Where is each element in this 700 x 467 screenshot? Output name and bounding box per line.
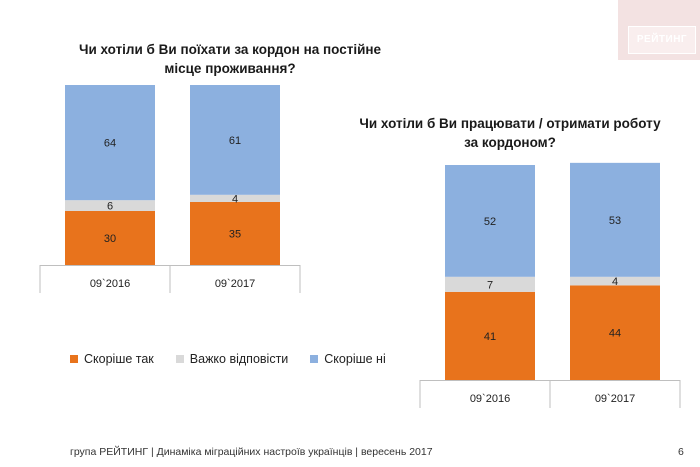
data-label-yes-2: 35 [229,229,241,241]
legend-item-yes: Скоріше так [70,352,154,366]
data-label-no-2: 61 [229,135,241,147]
legend-swatch-no [310,355,319,363]
legend-swatch-yes [70,355,78,363]
legend-item-hard: Важко відповісти [175,352,289,366]
bar-segment-no-1 [445,165,535,277]
category-label-1: 09`2016 [90,278,130,290]
bar-segment-hard-2 [570,276,660,286]
category-label-2: 09`2017 [215,278,255,290]
chart-2-title-line-1: Чи хотіли б Ви працювати / отримати робо… [359,116,661,131]
data-label-yes-2: 44 [609,328,621,340]
rating-logo: РЕЙТИНГ [618,0,700,60]
data-label-hard-1: 6 [107,201,113,213]
rating-logo-box: РЕЙТИНГ [628,26,696,54]
bar-segment-yes-2 [570,285,660,380]
footer-text: група РЕЙТИНГ | Динаміка міграційних нас… [70,446,433,458]
data-label-hard-1: 7 [487,279,493,291]
data-label-hard-2: 4 [232,193,238,205]
data-label-hard-2: 4 [612,276,618,288]
data-label-yes-1: 41 [484,331,496,343]
bar-segment-no-2 [570,162,660,277]
data-label-no-1: 52 [484,216,496,228]
bar-segment-yes-1 [445,291,535,380]
legend: Скоріше так Важко відповісти Скоріше ні [70,352,386,366]
bar-segment-hard-1 [65,200,155,211]
bar-segment-yes-2 [190,202,280,265]
page-number: 6 [678,446,684,458]
data-label-no-1: 64 [104,138,116,150]
chart-1-title-line-1: Чи хотіли б Ви поїхати за кордон на пост… [78,42,382,57]
legend-label-yes: Скоріше так [84,352,154,366]
legend-item-no: Скоріше ні [310,352,386,366]
legend-label-hard: Важко відповісти [189,352,289,366]
bar-segment-hard-1 [445,276,535,292]
category-label-1: 09`2016 [470,393,510,405]
bar-segment-no-1 [65,85,155,201]
chart-1-emigration: 30 6 64 09`2016 35 4 61 09`2017 [39,85,301,293]
chart-2-title-line-2: за кордоном? [464,135,556,150]
rating-logo-text: РЕЙТИНГ [636,34,688,45]
legend-swatch-hard [175,355,184,363]
bar-segment-no-2 [190,85,280,195]
legend-label-no: Скоріше ні [324,352,386,366]
data-label-yes-1: 30 [104,233,116,245]
bar-segment-yes-1 [65,211,155,265]
bar-segment-hard-2 [190,194,280,202]
category-label-2: 09`2017 [595,393,635,405]
chart-1-title: Чи хотіли б Ви поїхати за кордон на пост… [20,40,440,78]
chart-1-title-line-2: місце проживання? [164,61,296,76]
data-label-no-2: 53 [609,215,621,227]
chart-2-title: Чи хотіли б Ви працювати / отримати робо… [330,114,690,152]
